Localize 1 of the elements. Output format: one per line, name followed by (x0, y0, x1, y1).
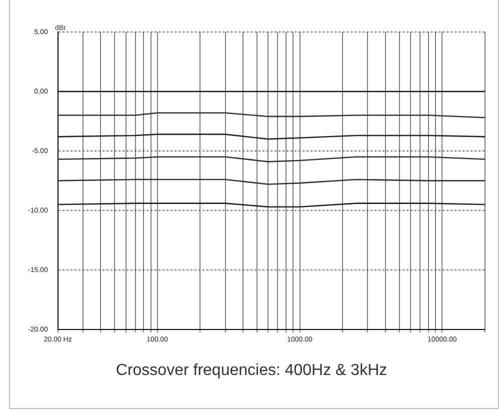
text: Crossover frequencies: 400Hz & 3kHz (116, 362, 388, 379)
